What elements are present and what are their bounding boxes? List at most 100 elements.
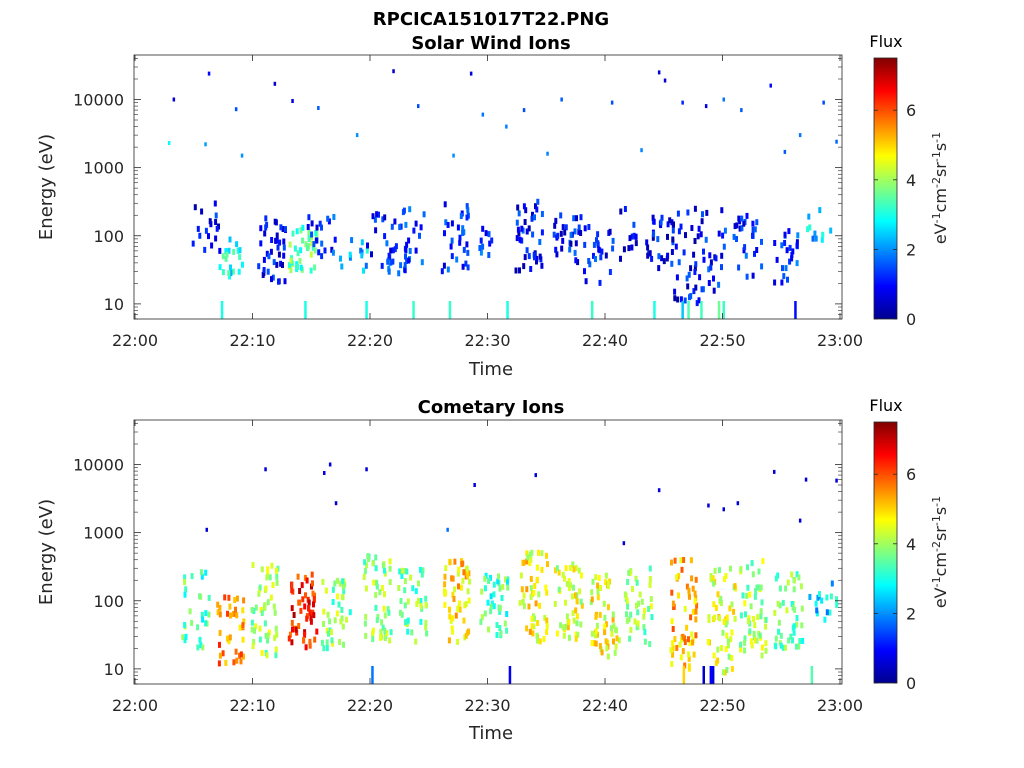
flux-cell: [224, 659, 228, 666]
flux-cell: [656, 236, 660, 243]
flux-cell: [612, 638, 615, 645]
flux-cell: [675, 574, 679, 581]
flux-cell: [443, 601, 447, 608]
flux-cell: [336, 577, 340, 584]
flux-cell: [406, 617, 410, 624]
flux-cell: [720, 252, 724, 259]
flux-cell: [597, 246, 601, 253]
flux-cell: [404, 247, 408, 254]
flux-cell: [660, 255, 664, 262]
flux-cell: [795, 242, 799, 249]
flux-cell: [545, 629, 549, 635]
colorbar-tick-label: 6: [906, 465, 916, 484]
flux-cell: [308, 638, 312, 645]
flux-cell: [214, 219, 218, 225]
flux-cell: [462, 246, 466, 253]
flux-cell: [405, 568, 409, 575]
flux-cell: [501, 583, 505, 590]
flux-cell: [371, 636, 375, 643]
flux-cell: [677, 228, 681, 235]
flux-cell: [721, 669, 725, 676]
flux-cell: [265, 250, 269, 257]
flux-cell: [393, 218, 397, 225]
flux-cell: [498, 585, 502, 592]
flux-cell: [688, 640, 692, 647]
flux-cell: [795, 239, 799, 246]
flux-cell: [591, 578, 595, 585]
flux-cell: [745, 592, 749, 599]
flux-cell: [756, 614, 760, 621]
flux-cell: [808, 224, 812, 231]
flux-cell: [587, 224, 591, 230]
x-tick-label: 22:00: [112, 696, 158, 715]
flux-cell: [555, 251, 559, 258]
flux-cell: [534, 600, 538, 607]
flux-cell: [755, 637, 759, 644]
flux-cell: [274, 567, 278, 574]
flux-cell: [484, 585, 487, 592]
flux-cell: [782, 273, 786, 280]
flux-cell: [693, 265, 697, 272]
flux-cell: [461, 263, 465, 270]
flux-cell: [604, 638, 608, 645]
flux-cell: [683, 639, 687, 646]
flux-cell: [520, 225, 524, 232]
flux-cell: [373, 216, 377, 223]
flux-cell: [813, 230, 817, 237]
flux-cell: [394, 243, 398, 250]
flux-cell: [259, 225, 263, 232]
flux-cell: [596, 594, 600, 601]
flux-cell: [241, 261, 244, 268]
flux-cell: [506, 579, 509, 586]
flux-cell: [318, 220, 322, 227]
flux-point: [783, 149, 787, 154]
flux-cell: [583, 268, 586, 275]
flux-cell: [232, 659, 236, 666]
colorbar-tick-label: 4: [906, 535, 916, 554]
flux-cell: [649, 603, 653, 610]
flux-cell: [740, 225, 744, 232]
flux-point: [736, 501, 740, 506]
flux-cell: [677, 592, 680, 599]
flux-cell: [389, 259, 393, 266]
flux-cell: [535, 206, 539, 213]
flux-cell: [605, 645, 609, 652]
flux-cell: [342, 588, 346, 594]
flux-cell: [626, 603, 630, 610]
flux-cell: [694, 576, 698, 583]
flux-cell: [636, 609, 640, 616]
flux-cell: [776, 600, 780, 607]
flux-cell: [610, 630, 614, 637]
flux-cell: [517, 230, 521, 237]
flux-cell: [483, 575, 487, 582]
flux-cell: [635, 579, 639, 586]
flux-cell: [729, 565, 732, 572]
flux-cell: [691, 585, 695, 592]
flux-cell: [567, 619, 571, 626]
flux-cell: [183, 622, 187, 628]
flux-cell: [424, 624, 428, 631]
flux-cell: [797, 574, 801, 581]
low-energy-streak: [687, 301, 690, 319]
flux-cell: [390, 223, 394, 230]
flux-cell: [818, 591, 821, 598]
flux-point: [704, 104, 708, 109]
flux-point: [773, 469, 776, 474]
flux-cell: [242, 618, 246, 625]
flux-cell: [619, 208, 623, 215]
flux-cell: [573, 592, 577, 599]
flux-point: [205, 527, 208, 532]
flux-cell: [489, 603, 493, 610]
flux-cell: [273, 609, 277, 616]
flux-cell: [716, 591, 720, 598]
flux-cell: [835, 596, 838, 603]
flux-cell: [673, 295, 677, 302]
flux-cell: [686, 209, 690, 216]
flux-cell: [326, 215, 330, 222]
flux-cell: [313, 264, 317, 271]
flux-cell: [568, 565, 572, 571]
flux-cell: [695, 602, 699, 609]
flux-cell: [681, 633, 685, 640]
flux-cell: [745, 273, 749, 280]
flux-cell: [364, 613, 368, 620]
